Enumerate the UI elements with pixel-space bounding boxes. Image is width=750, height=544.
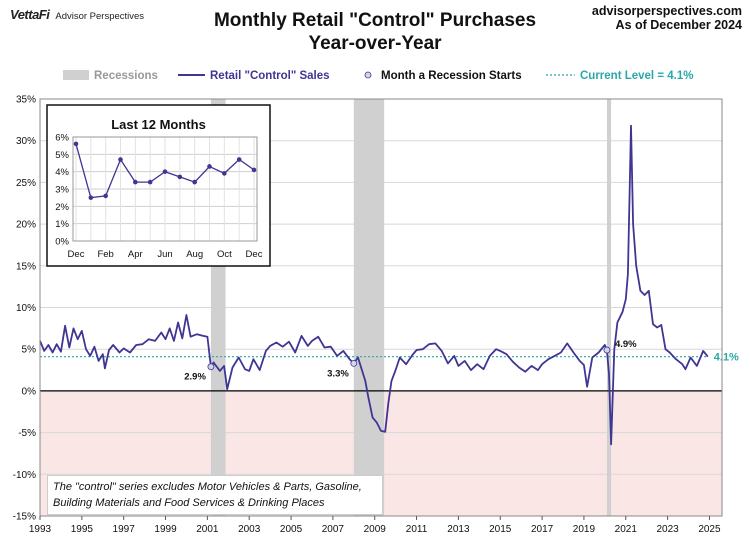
recession-start-label: 2.9% bbox=[184, 372, 206, 383]
x-tick-label: 2017 bbox=[531, 524, 554, 535]
inset-point bbox=[236, 157, 242, 162]
legend-recession-swatch bbox=[63, 70, 89, 80]
current-level-label: 4.1% bbox=[714, 352, 739, 364]
x-tick-label: 2005 bbox=[280, 524, 303, 535]
inset-point bbox=[222, 171, 227, 176]
inset-y-tick-label: 5% bbox=[55, 150, 69, 161]
inset-x-tick-label: Feb bbox=[97, 249, 113, 260]
x-tick-label: 1999 bbox=[154, 524, 177, 535]
y-tick-label: 25% bbox=[16, 178, 36, 189]
y-tick-label: 0% bbox=[22, 386, 37, 397]
legend-recession-label: Recessions bbox=[94, 70, 158, 82]
x-tick-label: 2011 bbox=[406, 524, 428, 535]
inset-point bbox=[251, 167, 257, 173]
retail-control-sales-line bbox=[39, 124, 709, 446]
x-tick-label: 1993 bbox=[29, 524, 52, 535]
inset-y-tick-label: 4% bbox=[55, 167, 69, 178]
x-tick-label: 2003 bbox=[238, 524, 261, 535]
y-tick-label: 10% bbox=[16, 303, 36, 314]
recession-start-marker bbox=[350, 359, 358, 367]
inset-x-tick-label: Aug bbox=[186, 249, 203, 260]
inset-title: Last 12 Months bbox=[111, 117, 206, 132]
plot-border bbox=[39, 98, 723, 517]
chart-title-line1: Monthly Retail "Control" Purchases bbox=[213, 10, 537, 31]
x-tick-label: 1995 bbox=[71, 524, 94, 535]
inset-point bbox=[118, 157, 123, 162]
chart-title-line2: Year-over-Year bbox=[308, 33, 442, 54]
x-tick-label: 2001 bbox=[196, 524, 219, 535]
x-tick-label: 2019 bbox=[573, 524, 596, 535]
recession-start-label: 4.9% bbox=[615, 339, 637, 350]
chart-title: Monthly Retail "Control" Purchases Year-… bbox=[150, 9, 600, 55]
inset-x-tick-label: Dec bbox=[246, 249, 263, 260]
recession-start-marker bbox=[207, 363, 215, 371]
inset-y-tick-label: 2% bbox=[55, 202, 69, 213]
inset-point bbox=[207, 164, 212, 169]
inset-point bbox=[147, 179, 153, 185]
inset-point bbox=[162, 169, 168, 174]
inset-y-tick-label: 6% bbox=[55, 133, 69, 144]
x-tick-label: 2023 bbox=[656, 524, 679, 535]
x-tick-label: 2007 bbox=[322, 524, 345, 535]
legend-recession-start-marker bbox=[364, 71, 372, 79]
inset-box bbox=[46, 104, 271, 267]
recession-band bbox=[606, 99, 612, 516]
y-tick-label: 15% bbox=[16, 261, 36, 272]
legend-current-label: Current Level = 4.1% bbox=[580, 70, 693, 82]
source-site: advisorperspectives.com bbox=[591, 4, 742, 18]
recession-start-label: 3.3% bbox=[327, 368, 349, 379]
footnote: The "control" series excludes Motor Vehi… bbox=[47, 475, 383, 515]
y-tick-label: 5% bbox=[22, 345, 37, 356]
inset-plot-border bbox=[72, 136, 258, 242]
x-tick-label: 2015 bbox=[489, 524, 512, 535]
y-tick-label: -5% bbox=[18, 428, 36, 439]
inset-point bbox=[177, 174, 183, 180]
inset-x-tick-label: Jun bbox=[157, 249, 172, 260]
brand-name: VettaFi bbox=[10, 7, 50, 22]
inset-point bbox=[192, 179, 197, 185]
x-tick-label: 2021 bbox=[615, 524, 638, 535]
y-tick-label: -15% bbox=[13, 512, 36, 523]
source-block: advisorperspectives.com As of December 2… bbox=[592, 4, 742, 32]
recession-start-marker bbox=[603, 346, 611, 354]
y-tick-label: 35% bbox=[16, 95, 36, 106]
y-tick-label: 30% bbox=[16, 136, 36, 147]
y-tick-label: -10% bbox=[13, 470, 36, 481]
x-tick-label: 2013 bbox=[447, 524, 470, 535]
inset-y-tick-label: 3% bbox=[55, 185, 69, 196]
x-tick-label: 2009 bbox=[364, 524, 387, 535]
legend-series-label: Retail "Control" Sales bbox=[210, 70, 330, 82]
x-tick-label: 1997 bbox=[113, 524, 136, 535]
inset-point bbox=[88, 195, 94, 200]
as-of-date: As of December 2024 bbox=[615, 18, 742, 32]
brand-subtitle: Advisor Perspectives bbox=[55, 11, 145, 22]
inset-point bbox=[73, 141, 79, 147]
inset-x-tick-label: Oct bbox=[217, 249, 232, 260]
brand-logo: VettaFi Advisor Perspectives bbox=[10, 7, 144, 22]
inset-point bbox=[133, 179, 138, 185]
inset-y-tick-label: 0% bbox=[55, 237, 69, 248]
inset-point bbox=[103, 193, 108, 199]
inset-x-tick-label: Dec bbox=[68, 249, 85, 260]
x-tick-label: 2025 bbox=[698, 524, 721, 535]
recession-band bbox=[353, 99, 385, 516]
y-tick-label: 20% bbox=[16, 220, 36, 231]
inset-x-tick-label: Apr bbox=[128, 249, 143, 260]
legend-recession-start-label: Month a Recession Starts bbox=[381, 70, 522, 82]
inset-y-tick-label: 1% bbox=[55, 219, 69, 230]
